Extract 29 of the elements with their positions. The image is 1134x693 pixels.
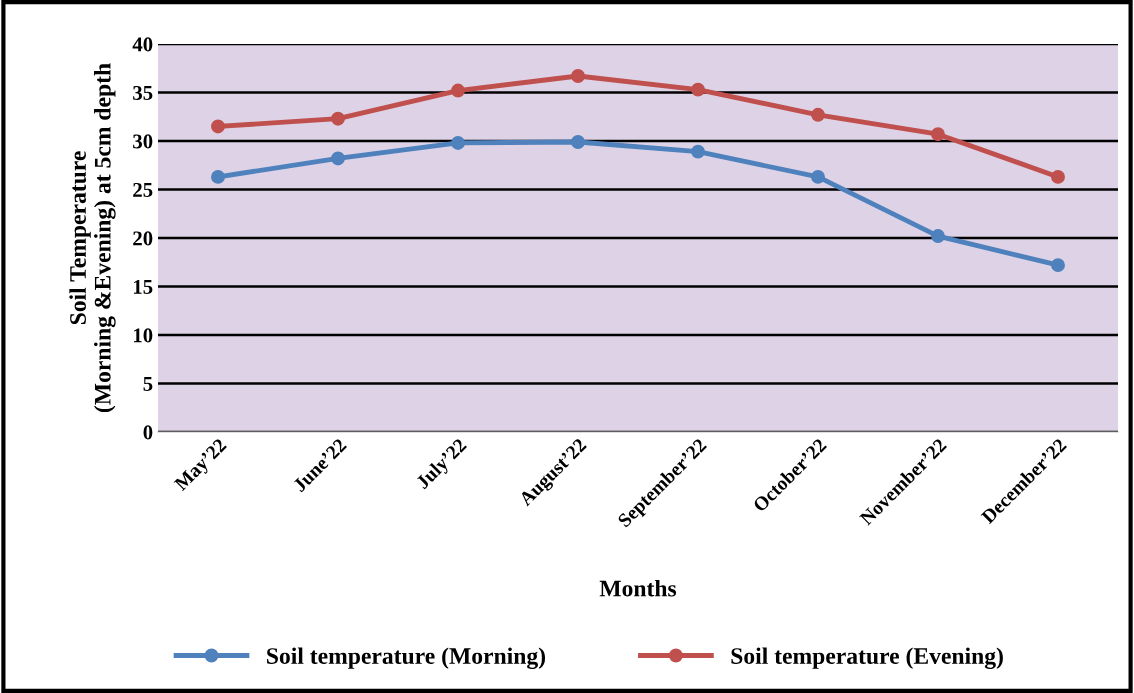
point <box>331 151 345 166</box>
y-axis-title: Soil Temperature (Morning &Evening) at 5cm depth <box>69 63 116 413</box>
point <box>451 83 465 98</box>
point <box>811 107 825 122</box>
y-tick-label: 5 <box>143 377 153 391</box>
y-tick-label: 35 <box>133 85 153 100</box>
y-tick-label: 30 <box>133 134 153 149</box>
y-tick-label: 15 <box>133 279 153 294</box>
point <box>571 135 585 149</box>
y-tick-label: 0 <box>143 425 153 440</box>
y-tick-label: 10 <box>133 328 153 343</box>
point <box>331 111 345 126</box>
point <box>931 229 945 244</box>
point <box>931 127 945 142</box>
point <box>1051 169 1065 184</box>
y-tick-label: 20 <box>133 231 153 246</box>
legend-label: Soil temperature (Evening) <box>731 647 1003 669</box>
point <box>211 169 225 184</box>
y-tick-label: 25 <box>133 182 153 197</box>
y-tick-label: 40 <box>132 37 153 52</box>
point <box>811 169 825 184</box>
point <box>571 69 585 83</box>
x-axis-title: Months <box>599 579 677 597</box>
point <box>451 135 465 150</box>
point <box>691 144 705 159</box>
point <box>691 82 705 97</box>
legend-label: Soil temperature (Morning) <box>267 647 546 669</box>
point <box>211 119 225 134</box>
point <box>1051 258 1065 273</box>
